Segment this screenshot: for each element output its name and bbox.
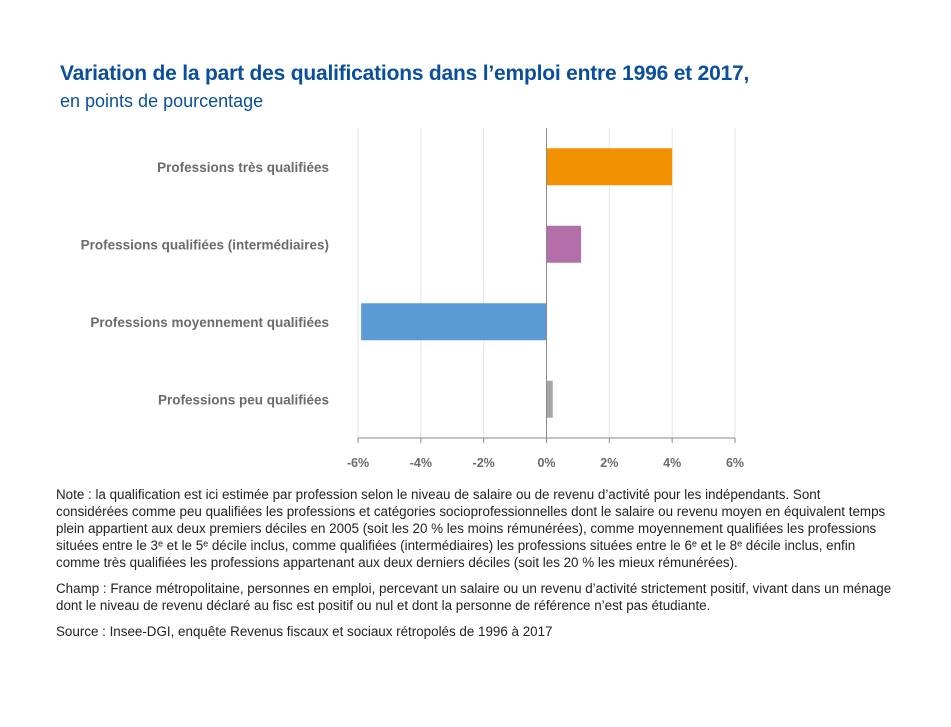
chart-subtitle: en points de pourcentage [60,91,264,111]
source-text: Source : Insee-DGI, enquête Revenus fisc… [56,624,553,639]
x-tick-label: -4% [410,456,432,470]
notes-block: Note : la qualification est ici estimée … [56,486,894,649]
note-text: Note : la qualification est ici estimée … [56,487,886,570]
bar-chart: Professions très qualifiées Professions q… [81,128,744,470]
x-tick-label: 6% [726,456,744,470]
bar [546,380,553,418]
category-label: Professions très qualifiées [157,160,329,175]
category-label: Professions peu qualifiées [158,392,329,407]
x-tick-label: -6% [347,456,369,470]
x-tick-label: 2% [600,456,618,470]
x-tick-label: 0% [537,456,555,470]
x-tick-label: 4% [663,456,681,470]
bar [546,148,673,186]
category-label: Professions moyennement qualifiées [90,315,329,330]
bar [546,225,582,263]
category-label: Professions qualifiées (intermédiaires) [81,237,329,252]
champ-text: Champ : France métropolitaine, personnes… [56,581,892,613]
bar [361,303,547,341]
x-tick-label: -2% [473,456,495,470]
chart-title: Variation de la part des qualifications … [60,62,750,85]
